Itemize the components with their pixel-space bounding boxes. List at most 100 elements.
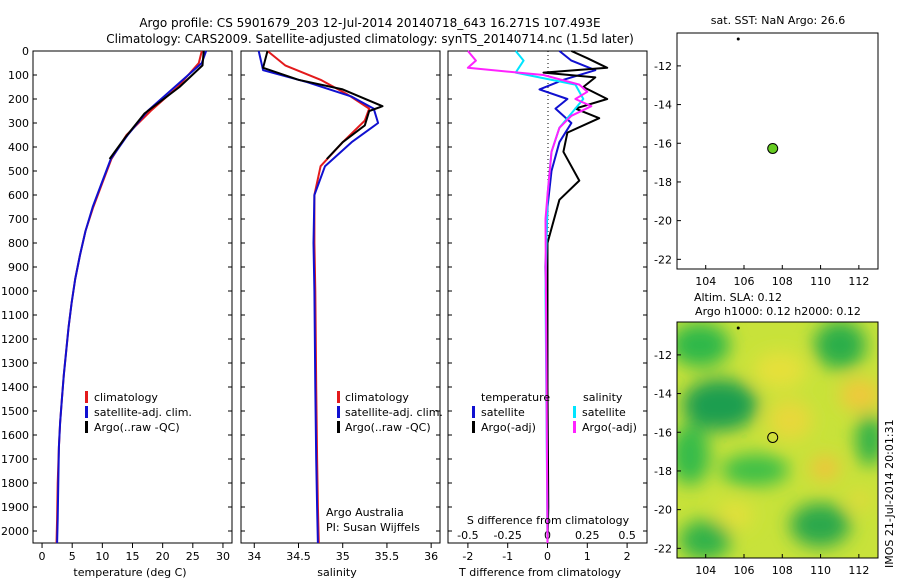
legend-heading-temperature: temperature xyxy=(481,391,550,404)
map-y-tick-label: -12 xyxy=(654,60,672,73)
legend-label-sal-argo: Argo(-adj) xyxy=(582,421,637,434)
map-y-tick-label: -20 xyxy=(654,504,672,517)
sla-patch xyxy=(811,456,839,480)
legend-swatch-sal-satellite xyxy=(573,406,576,418)
series-line-temperature-argo-adj- xyxy=(542,50,609,544)
map-y-tick-label: -16 xyxy=(654,426,672,439)
series-line-argo-raw-qc- xyxy=(108,50,205,160)
map-x-tick-label: 112 xyxy=(848,275,869,288)
x-tick-label: 1 xyxy=(584,550,591,563)
sla-patch xyxy=(677,323,730,367)
y-tick-label: 100 xyxy=(8,69,29,82)
y-tick-label: 1000 xyxy=(1,285,29,298)
map-y-tick-label: -14 xyxy=(654,99,672,112)
map-y-tick-label: -12 xyxy=(654,349,672,362)
temperature-axes-frame xyxy=(32,50,233,544)
y-tick-label: 400 xyxy=(8,141,29,154)
x-tick-label: 5 xyxy=(69,550,76,563)
series-line-salinity-argo-adj- xyxy=(466,50,593,544)
series-line-climatology xyxy=(266,50,371,544)
s-tick-label: -0.5 xyxy=(457,529,478,542)
map-reference-dot xyxy=(736,326,740,330)
y-tick-label: 1400 xyxy=(1,381,29,394)
x-tick-label: 25 xyxy=(186,550,200,563)
map-x-tick-label: 110 xyxy=(810,275,831,288)
y-tick-label: 900 xyxy=(8,261,29,274)
y-tick-label: 1300 xyxy=(1,357,29,370)
map-x-tick-label: 110 xyxy=(810,564,831,577)
credit-line2: PI: Susan Wijffels xyxy=(326,521,420,534)
salinity-axes-frame xyxy=(240,50,441,544)
x-tick-label: 35.5 xyxy=(375,550,400,563)
sla-patch xyxy=(754,352,806,388)
legend-label-climatology: climatology xyxy=(94,391,158,404)
difference-legend: temperature salinity satellite Argo(-adj… xyxy=(472,391,637,434)
map-x-tick-label: 112 xyxy=(848,564,869,577)
y-tick-label: 500 xyxy=(8,165,29,178)
legend-label-argo: Argo(..raw -QC) xyxy=(345,421,431,434)
difference-xlabel-top: S difference from climatology xyxy=(467,514,630,527)
sla-patch xyxy=(768,400,812,440)
salinity-legend: climatology satellite-adj. clim. Argo(..… xyxy=(337,391,443,434)
sla-map-title-line2: Argo h1000: 0.12 h2000: 0.12 xyxy=(695,305,861,318)
series-line-salinity-satellite xyxy=(514,50,585,544)
y-tick-label: 700 xyxy=(8,213,29,226)
argo-float-marker xyxy=(767,431,779,443)
imos-timestamp: IMOS 21-Jul-2014 20:01:31 xyxy=(883,419,896,568)
temperature-legend: climatology satellite-adj. clim. Argo(..… xyxy=(85,391,192,434)
s-tick-label: -0.25 xyxy=(493,529,521,542)
series-line-climatology xyxy=(55,50,203,544)
y-tick-label: 1200 xyxy=(1,333,29,346)
x-tick-label: -1 xyxy=(502,550,513,563)
sst-map-panel: sat. SST: NaN Argo: 26.6 104 106 108 110 112… xyxy=(654,14,879,288)
x-tick-label: 0 xyxy=(544,550,551,563)
map-x-tick-label: 108 xyxy=(772,564,793,577)
legend-label-argo: Argo(..raw -QC) xyxy=(94,421,180,434)
y-tick-label: 600 xyxy=(8,189,29,202)
credit-line1: Argo Australia xyxy=(326,506,404,519)
x-tick-label: 20 xyxy=(156,550,170,563)
sla-patch xyxy=(840,379,878,411)
s-tick-label: 0.25 xyxy=(575,529,600,542)
sla-patch xyxy=(848,490,872,510)
sla-patch xyxy=(717,501,753,529)
legend-swatch-argo xyxy=(337,421,340,433)
map-y-tick-label: -18 xyxy=(654,176,672,189)
map-y-tick-label: -16 xyxy=(654,137,672,150)
series-line-satellite-adj-clim- xyxy=(56,50,208,544)
sla-patch xyxy=(682,379,758,431)
argo-float-marker xyxy=(767,142,779,154)
map-x-tick-label: 104 xyxy=(695,564,716,577)
figure-title-line1: Argo profile: CS 5901679_203 12-Jul-2014… xyxy=(139,16,600,30)
y-tick-label: 1100 xyxy=(1,309,29,322)
y-tick-label: 800 xyxy=(8,237,29,250)
y-tick-label: 1700 xyxy=(1,453,29,466)
sla-patch xyxy=(856,414,878,466)
y-tick-label: 1800 xyxy=(1,477,29,490)
legend-label-climatology: climatology xyxy=(345,391,409,404)
s-tick-label: 0.5 xyxy=(618,529,636,542)
map-x-tick-label: 106 xyxy=(734,275,755,288)
sla-patch xyxy=(721,454,789,486)
legend-swatch-temp-argo xyxy=(472,421,475,433)
map-x-tick-label: 108 xyxy=(772,275,793,288)
sla-patch xyxy=(790,503,850,547)
salinity-panel: 34 34.5 35 35.5 36 climatology satellite-adj… xyxy=(240,50,443,579)
map-y-tick-label: -14 xyxy=(654,388,672,401)
sla-patch xyxy=(679,520,731,558)
temperature-panel: 0 5 10 15 20 25 300100200300400500600700800900… xyxy=(1,45,233,579)
x-tick-label: 34 xyxy=(247,550,261,563)
map-x-tick-label: 104 xyxy=(695,275,716,288)
figure-title-line2: Climatology: CARS2009. Satellite-adjuste… xyxy=(106,32,634,46)
y-tick-label: 1500 xyxy=(1,405,29,418)
sla-map-frame xyxy=(676,321,879,559)
y-tick-label: 2000 xyxy=(1,525,29,538)
temperature-xlabel: temperature (deg C) xyxy=(73,566,186,579)
y-tick-label: 200 xyxy=(8,93,29,106)
legend-swatch-satellite xyxy=(85,406,88,418)
map-y-tick-label: -18 xyxy=(654,465,672,478)
map-x-tick-label: 106 xyxy=(734,564,755,577)
y-tick-label: 1900 xyxy=(1,501,29,514)
y-tick-label: 0 xyxy=(22,45,29,58)
